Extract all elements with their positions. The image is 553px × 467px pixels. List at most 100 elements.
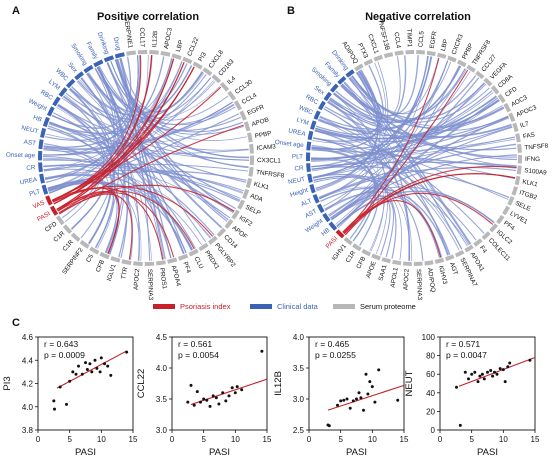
chord-a-arc-segment [149, 50, 159, 55]
y-tick-label: 4.2 [22, 380, 34, 389]
data-point [357, 391, 361, 395]
chord-a-node-label: Drug [112, 36, 122, 51]
chord-b-node-label: CXCL1 [366, 33, 380, 55]
chord-b-arc-segment [381, 257, 391, 264]
x-tick-label: 15 [129, 435, 138, 444]
chord-b-arc-segment [517, 154, 523, 164]
chord-a-arc-segment [243, 121, 251, 132]
y-tick-label: 4.0 [156, 364, 168, 373]
stat-p-value: p = 0.0009 [44, 350, 85, 360]
data-point [489, 369, 493, 372]
legend-label-psoriasis: Psoriasis index [180, 302, 231, 311]
chord-b-node-label: PTX3 [356, 42, 369, 60]
chord-a-node-label: CX3CL1 [257, 157, 281, 165]
data-point [362, 408, 365, 412]
data-point [230, 386, 234, 390]
chord-b-link [319, 116, 485, 234]
data-point [106, 364, 110, 368]
chord-b-link [311, 146, 517, 169]
chord-b-arc-segment [361, 248, 371, 257]
data-point [355, 397, 358, 401]
chord-a-arc-segment [133, 261, 143, 266]
chord-a-node-label: CD163 [217, 58, 236, 78]
chord-b-arc-segment [402, 261, 412, 266]
chord-a-arc-segment [103, 55, 114, 63]
chord-b-arc-segment [309, 183, 316, 194]
data-point [240, 388, 244, 392]
chord-b-arc-segment [394, 50, 404, 56]
chord-a-node-label: CFB [95, 259, 106, 273]
chord-a-arc-segment [55, 215, 65, 226]
data-point [506, 365, 510, 369]
data-point [95, 366, 99, 370]
x-axis-label: PASI [75, 447, 96, 458]
chord-b-node-label: PASI [325, 235, 340, 250]
data-point [473, 370, 477, 374]
data-point [493, 370, 496, 374]
chord-b-link [311, 138, 516, 162]
plot-frame [171, 336, 268, 431]
stat-r-value: r = 0.571 [446, 339, 480, 349]
x-tick-label: 0 [438, 435, 443, 444]
chord-a-link [43, 168, 192, 251]
chord-a-link [87, 72, 249, 168]
data-point [458, 423, 462, 427]
data-point [370, 385, 374, 389]
y-tick-label: 4.5 [156, 333, 168, 342]
chord-b-arc-segment [481, 231, 491, 241]
chord-b-arc-segment [457, 59, 467, 68]
chord-b-arc-segment [328, 221, 338, 231]
chord-b-node-label: APOL1 [389, 266, 399, 288]
data-point [65, 402, 68, 406]
chord-a-node-label: CCL4 [241, 92, 259, 106]
chord-b-arc-segment [313, 110, 321, 120]
chord-a-arc-segment [219, 81, 230, 92]
chord-b-links [310, 55, 518, 262]
chord-b-link [312, 173, 424, 261]
chord-b-arc-segment [322, 212, 331, 223]
chord-a-node-label: SELP [244, 204, 262, 217]
chord-a-arc-segment [42, 116, 50, 128]
x-tick-label: 10 [231, 435, 240, 444]
stat-p-value: p = 0.0255 [315, 350, 356, 360]
data-point [90, 370, 94, 374]
data-point [503, 380, 507, 384]
chord-a-arc-segment [121, 259, 132, 265]
y-tick-label: 4.6 [22, 333, 34, 342]
x-axis-label: PASI [346, 447, 367, 458]
chord-a-link [119, 58, 151, 261]
chord-a-node-label: LYM [47, 79, 61, 92]
x-tick-label: 10 [97, 435, 106, 444]
chord-a-node-label: TNFRSF8 [256, 169, 285, 180]
chord-a-link [98, 65, 245, 135]
stat-p-value: p = 0.0047 [446, 350, 487, 360]
chord-a-arc-segment [79, 240, 90, 249]
chord-a-link-psoriasis [52, 55, 142, 202]
data-point [345, 397, 349, 401]
chord-b-link [311, 166, 510, 199]
regression-line [458, 356, 536, 387]
y-tick-label: 60 [426, 370, 435, 379]
chord-a-arc-segment [38, 162, 43, 173]
chord-a-arc-segment [202, 67, 213, 76]
chord-a-link [116, 58, 165, 260]
chord-a-link [107, 62, 187, 254]
chord-b-arc-segment [416, 50, 426, 55]
chord-a-arc-segment [99, 251, 110, 260]
chord-a-link [48, 181, 194, 251]
chord-a-arc-segment [93, 59, 104, 68]
chord-a-link [53, 112, 196, 249]
chord-b-link [327, 101, 512, 138]
chord-a-node-label: IL4 [226, 75, 238, 86]
chord-a-node-label: PASI [36, 210, 52, 223]
chord-b-link-psoriasis [342, 200, 442, 258]
x-tick-label: 15 [400, 435, 409, 444]
chord-b-node-label: AST [304, 208, 318, 220]
chord-a-node-label: AST [23, 139, 36, 148]
chord-b-link [315, 72, 379, 191]
chord-a-node-label: APOF [231, 224, 249, 240]
chord-a-node-label: APOA4 [170, 265, 182, 288]
chord-a-arc-segment [144, 261, 155, 266]
